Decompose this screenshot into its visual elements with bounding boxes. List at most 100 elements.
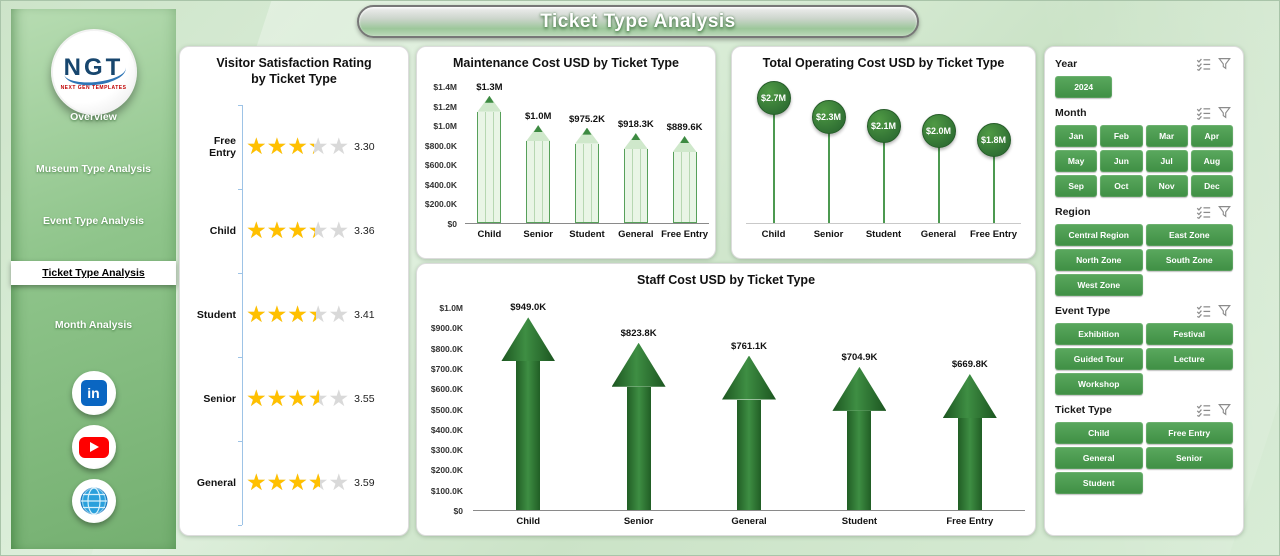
filter-option-jun[interactable]: Jun bbox=[1100, 150, 1143, 172]
y-axis-label: $300.0K bbox=[430, 445, 463, 456]
clear-filter-icon[interactable] bbox=[1218, 106, 1233, 120]
filter-options-month: Jan Feb Mar Apr May Jun Jul Aug Sep Oct Nov Dec bbox=[1055, 125, 1233, 197]
ngt-logo: NGT NEXT GEN TEMPLATES bbox=[50, 29, 137, 115]
clear-filter-icon[interactable] bbox=[1218, 205, 1233, 219]
star-fill: ★★★★★ bbox=[246, 303, 316, 327]
operating-cost-bubble[interactable]: $1.8M bbox=[976, 122, 1011, 157]
filter-option-mar[interactable]: Mar bbox=[1145, 125, 1188, 147]
y-axis-label: $500.0K bbox=[430, 404, 463, 415]
globe-icon[interactable] bbox=[71, 479, 116, 523]
value-label: $1.3M bbox=[476, 81, 503, 93]
plot-area: $1.3M Child $1.0M Senior $975.2K Student $918.… bbox=[465, 82, 709, 240]
arrow-bar[interactable] bbox=[832, 366, 887, 510]
youtube-icon[interactable] bbox=[71, 425, 116, 469]
filter-option-guided-tour[interactable]: Guided Tour bbox=[1055, 348, 1143, 370]
filter-label-region: Region bbox=[1055, 206, 1091, 218]
arrow-bar[interactable] bbox=[501, 317, 556, 510]
sidebar-item-ticket-type-analysis[interactable]: Ticket Type Analysis bbox=[11, 261, 176, 285]
category-label: Student bbox=[841, 516, 878, 527]
operating-chart-panel: Total Operating Cost USD by Ticket Type … bbox=[731, 46, 1036, 259]
category-label: Free Entry bbox=[661, 229, 709, 240]
rating-value: 3.30 bbox=[354, 141, 375, 153]
category-label: Senior bbox=[623, 516, 654, 527]
filter-option-student[interactable]: Student bbox=[1055, 472, 1143, 494]
rating-value: 3.59 bbox=[354, 477, 375, 489]
clear-filter-icon[interactable] bbox=[1218, 403, 1233, 417]
sidebar-item-month-analysis[interactable]: Month Analysis bbox=[54, 319, 133, 331]
filter-option-general[interactable]: General bbox=[1055, 447, 1143, 469]
multi-select-icon[interactable] bbox=[1196, 304, 1211, 319]
filter-option-lecture[interactable]: Lecture bbox=[1145, 348, 1233, 370]
filter-option-festival[interactable]: Festival bbox=[1145, 323, 1233, 345]
filter-option-sep[interactable]: Sep bbox=[1055, 175, 1098, 197]
multi-select-icon[interactable] bbox=[1196, 403, 1211, 418]
clear-filter-icon[interactable] bbox=[1218, 57, 1233, 71]
bar-slot-child: $1.3M Child bbox=[465, 82, 514, 240]
filter-option-north-zone[interactable]: North Zone bbox=[1055, 249, 1143, 271]
category-label: General bbox=[618, 229, 654, 240]
y-axis-label: $700.0K bbox=[430, 363, 463, 374]
filter-options-region: Central Region East Zone North Zone South Z… bbox=[1055, 224, 1233, 296]
multi-select-icon[interactable] bbox=[1196, 106, 1211, 121]
star-rating: ★★★★★★★★★★ bbox=[246, 385, 350, 412]
filter-option-aug[interactable]: Aug bbox=[1190, 150, 1233, 172]
lollipop-slot-free-entry: $1.8M Free Entry bbox=[966, 81, 1021, 240]
star-fill: ★★★★★ bbox=[246, 219, 315, 243]
pencil-bar[interactable] bbox=[526, 125, 551, 223]
chart-title: Maintenance Cost USD by Ticket Type bbox=[453, 56, 679, 70]
sidebar-item-overview[interactable]: Overview bbox=[70, 111, 117, 123]
filter-option-feb[interactable]: Feb bbox=[1100, 125, 1143, 147]
arrow-bar[interactable] bbox=[611, 342, 666, 510]
operating-cost-bubble[interactable]: $2.1M bbox=[866, 109, 901, 144]
filter-option-exhibition[interactable]: Exhibition bbox=[1055, 323, 1143, 345]
star-rating: ★★★★★★★★★★ bbox=[246, 133, 350, 160]
filter-header-ticket-type: Ticket Type bbox=[1055, 403, 1233, 418]
bar-slot-student: $975.2K Student bbox=[563, 87, 612, 240]
filter-option-east-zone[interactable]: East Zone bbox=[1145, 224, 1233, 246]
filter-option-west-zone[interactable]: West Zone bbox=[1055, 274, 1143, 296]
sidebar-item-museum-type-analysis[interactable]: Museum Type Analysis bbox=[36, 163, 151, 175]
category-label: Free Entry bbox=[970, 229, 1017, 240]
filter-option-south-zone[interactable]: South Zone bbox=[1145, 249, 1233, 271]
category-label: Free Entry bbox=[946, 516, 994, 527]
filter-option-oct[interactable]: Oct bbox=[1100, 175, 1143, 197]
arrow-slot-student: $704.9K Student bbox=[804, 308, 914, 527]
category-label: Free Entry bbox=[209, 135, 236, 159]
pencil-bar[interactable] bbox=[477, 95, 502, 223]
operating-cost-bubble[interactable]: $2.3M bbox=[811, 99, 846, 134]
clear-filter-icon[interactable] bbox=[1218, 304, 1233, 318]
rating-value: 3.55 bbox=[354, 393, 375, 405]
filter-option-senior[interactable]: Senior bbox=[1145, 447, 1233, 469]
filter-option-dec[interactable]: Dec bbox=[1190, 175, 1233, 197]
filter-option-child[interactable]: Child bbox=[1055, 422, 1143, 444]
filter-options-event-type: Exhibition Festival Guided Tour Lecture Work… bbox=[1055, 323, 1233, 395]
filter-option-free-entry[interactable]: Free Entry bbox=[1145, 422, 1233, 444]
lollipop-slot-student: $2.1M Student bbox=[856, 81, 911, 240]
multi-select-icon[interactable] bbox=[1196, 57, 1211, 72]
filter-option-2024[interactable]: 2024 bbox=[1055, 76, 1113, 98]
filter-option-apr[interactable]: Apr bbox=[1190, 125, 1233, 147]
operating-cost-bubble[interactable]: $2.7M bbox=[756, 81, 791, 116]
y-axis-label: $200.0K bbox=[424, 199, 457, 210]
arrow-bar[interactable] bbox=[722, 355, 777, 510]
rating-row-student: Student ★★★★★★★★★★ 3.41 bbox=[186, 273, 404, 357]
operating-cost-bubble[interactable]: $2.0M bbox=[921, 113, 956, 148]
filter-option-may[interactable]: May bbox=[1055, 150, 1098, 172]
filter-option-jan[interactable]: Jan bbox=[1055, 125, 1098, 147]
filter-option-central-region[interactable]: Central Region bbox=[1055, 224, 1143, 246]
multi-select-icon[interactable] bbox=[1196, 205, 1211, 220]
filter-option-workshop[interactable]: Workshop bbox=[1055, 373, 1143, 395]
arrow-bar[interactable] bbox=[942, 374, 997, 510]
filter-option-nov[interactable]: Nov bbox=[1145, 175, 1188, 197]
linkedin-icon[interactable]: in bbox=[71, 371, 116, 415]
star-rating: ★★★★★★★★★★ bbox=[246, 217, 350, 244]
filter-header-event-type: Event Type bbox=[1055, 304, 1233, 319]
arrow-slot-free-entry: $669.8K Free Entry bbox=[915, 308, 1025, 527]
filter-option-jul[interactable]: Jul bbox=[1145, 150, 1188, 172]
pencil-bar[interactable] bbox=[672, 135, 697, 223]
sidebar-item-event-type-analysis[interactable]: Event Type Analysis bbox=[43, 215, 144, 227]
rating-value: 3.36 bbox=[354, 225, 375, 237]
category-label: Senior bbox=[523, 229, 553, 240]
pencil-bar[interactable] bbox=[623, 133, 648, 223]
pencil-bar[interactable] bbox=[574, 127, 599, 223]
